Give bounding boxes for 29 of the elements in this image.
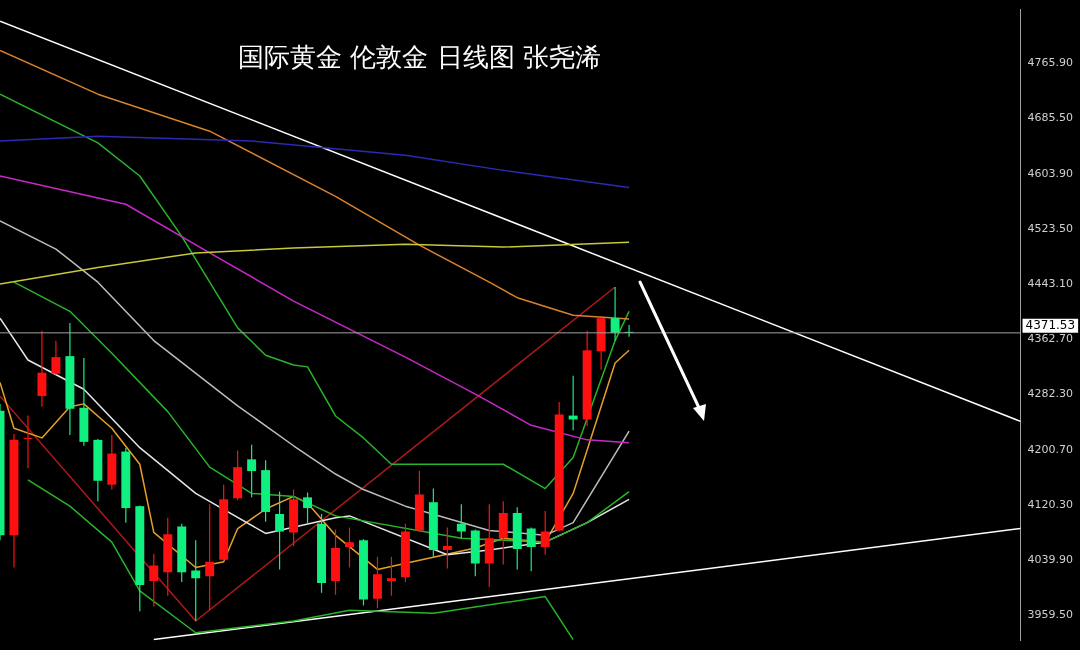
y-tick-label: 4200.70: [1027, 442, 1074, 456]
y-tick-label: 4765.90: [1027, 55, 1074, 69]
y-tick-label: 4120.30: [1027, 497, 1074, 511]
ref-line-label: 4371.53: [1025, 317, 1076, 332]
y-tick-label: 4282.30: [1027, 386, 1074, 400]
candlestick: [386, 556, 396, 597]
candlestick: [303, 491, 313, 525]
candlestick: [400, 523, 410, 583]
candlestick: [191, 539, 201, 622]
y-tick-label: 4443.10: [1027, 276, 1074, 290]
y-tick-label: 3959.50: [1027, 607, 1074, 621]
y-tick-label: 4603.90: [1027, 166, 1074, 180]
candlestick: [484, 503, 494, 588]
candlestick: [540, 510, 550, 556]
candlestick: [442, 526, 452, 570]
y-tick-label: 4362.70: [1027, 331, 1074, 345]
text: 国际黄金 伦敦金 日线图 张尧浠: [238, 41, 601, 74]
candlestick: [135, 505, 145, 612]
y-tick-label: 4685.50: [1027, 110, 1074, 124]
candlestick: [247, 444, 257, 498]
candlestick: [428, 487, 438, 558]
y-tick-label: 4523.50: [1027, 221, 1074, 235]
candlestick: [470, 528, 480, 577]
candlestick: [219, 484, 229, 562]
candlestick: [345, 526, 354, 569]
candlestick: [359, 538, 368, 607]
candlestick: [372, 556, 382, 609]
candlestick: [261, 459, 271, 523]
y-tick-label: 4039.90: [1027, 552, 1074, 566]
